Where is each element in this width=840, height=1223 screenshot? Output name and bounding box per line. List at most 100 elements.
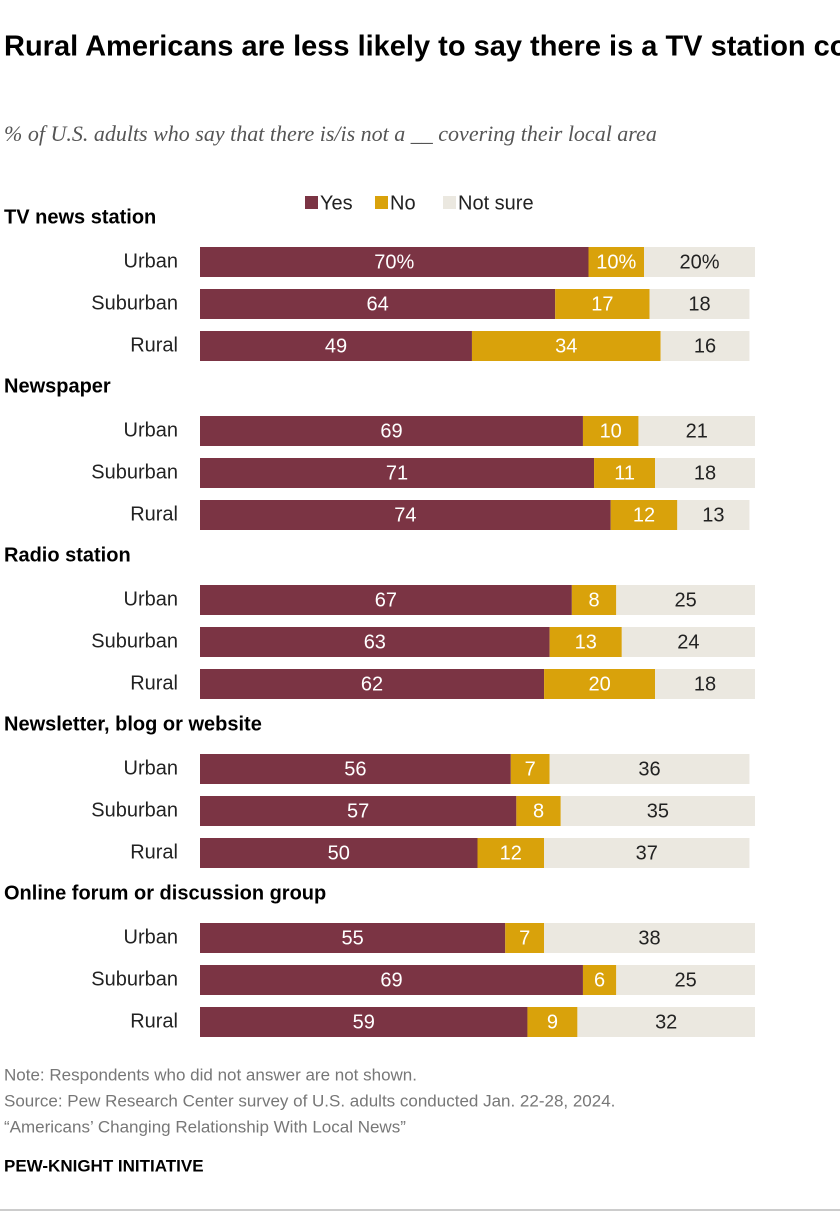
group-label: TV news station — [4, 206, 156, 228]
source-title: “Americans’ Changing Relationship With L… — [4, 1117, 406, 1136]
bar-segment — [505, 923, 545, 953]
value-label: 20 — [588, 673, 610, 695]
bar-segment — [582, 965, 617, 995]
bar-segment — [655, 458, 755, 488]
bar-segment — [677, 500, 750, 530]
value-label: 71 — [386, 462, 408, 484]
value-label: 11 — [614, 462, 635, 484]
value-label: 35 — [647, 800, 669, 822]
bar-segment — [200, 838, 478, 868]
brand: PEW-KNIGHT INITIATIVE — [4, 1156, 204, 1175]
value-label: 32 — [655, 1011, 677, 1033]
value-label: 34 — [555, 335, 577, 357]
bar-segment — [616, 585, 755, 615]
source: Source: Pew Research Center survey of U.… — [4, 1091, 615, 1110]
value-label: 64 — [366, 293, 388, 315]
value-label: 69 — [380, 420, 402, 442]
bar-segment — [555, 289, 650, 319]
chart-title: Rural Americans are less likely to say t… — [4, 31, 840, 63]
bar-segment — [200, 500, 611, 530]
chart-subtitle: % of U.S. adults who say that there is/i… — [4, 121, 657, 146]
category-label: Urban — [124, 588, 178, 610]
category-label: Rural — [130, 503, 178, 525]
value-label: 38 — [638, 927, 660, 949]
legend-swatch — [443, 196, 456, 209]
category-label: Suburban — [91, 968, 178, 990]
category-label: Suburban — [91, 799, 178, 821]
bar-segment — [200, 289, 556, 319]
bar-segment — [200, 1007, 528, 1037]
bar-segment — [200, 331, 472, 361]
value-label: 20% — [679, 251, 719, 273]
value-label: 57 — [347, 800, 369, 822]
value-label: 62 — [361, 673, 383, 695]
value-label: 67 — [375, 589, 397, 611]
group-label: Radio station — [4, 544, 131, 566]
group-label: Newspaper — [4, 375, 111, 397]
bar-segment — [655, 669, 755, 699]
bar-segment — [471, 331, 661, 361]
bar-segment — [594, 458, 656, 488]
bar-segment — [621, 627, 755, 657]
value-label: 13 — [702, 504, 724, 526]
bar-segment — [200, 669, 545, 699]
category-label: Rural — [130, 672, 178, 694]
value-label: 36 — [638, 758, 660, 780]
bar-segment — [200, 965, 583, 995]
bar-segment — [571, 585, 617, 615]
value-label: 7 — [525, 758, 536, 780]
legend-label: No — [390, 192, 416, 214]
value-label: 49 — [325, 335, 347, 357]
bar-segment — [200, 416, 583, 446]
bar-segment — [616, 965, 755, 995]
value-label: 59 — [353, 1011, 375, 1033]
value-label: 8 — [588, 589, 599, 611]
category-label: Suburban — [91, 292, 178, 314]
category-label: Urban — [124, 250, 178, 272]
bar-segment — [544, 923, 755, 953]
bar-segment — [200, 754, 511, 784]
group-label: Newsletter, blog or website — [4, 713, 262, 735]
bar-segment — [582, 416, 639, 446]
value-label: 50 — [328, 842, 350, 864]
value-label: 18 — [688, 293, 710, 315]
value-label: 8 — [533, 800, 544, 822]
bar-segment — [544, 669, 656, 699]
bar-segment — [200, 585, 572, 615]
bar-segment — [549, 754, 750, 784]
bar-segment — [610, 500, 678, 530]
value-label: 18 — [694, 673, 716, 695]
legend-label: Not sure — [458, 192, 534, 214]
value-label: 12 — [633, 504, 655, 526]
value-label: 25 — [675, 589, 697, 611]
bar-segment — [200, 923, 506, 953]
value-label: 74 — [394, 504, 416, 526]
category-label: Suburban — [91, 461, 178, 483]
bar-segment — [560, 796, 755, 826]
value-label: 6 — [594, 969, 605, 991]
bar-segment — [200, 458, 595, 488]
category-label: Rural — [130, 841, 178, 863]
legend-swatch — [305, 196, 318, 209]
value-label: 7 — [519, 927, 530, 949]
bar-segment — [588, 247, 644, 277]
value-label: 18 — [694, 462, 716, 484]
bar-segment — [200, 247, 589, 277]
bar-segment — [516, 796, 561, 826]
bar-segment — [649, 289, 750, 319]
legend-label: Yes — [320, 192, 353, 214]
value-label: 17 — [591, 293, 613, 315]
value-label: 25 — [675, 969, 697, 991]
value-label: 10% — [596, 251, 636, 273]
value-label: 21 — [686, 420, 708, 442]
group-label: Online forum or discussion group — [4, 882, 326, 904]
note: Note: Respondents who did not answer are… — [4, 1065, 417, 1084]
bar-segment — [660, 331, 750, 361]
bar-segment — [200, 627, 550, 657]
value-label: 24 — [677, 631, 699, 653]
category-label: Rural — [130, 1010, 178, 1032]
bar-segment — [644, 247, 755, 277]
category-label: Urban — [124, 757, 178, 779]
category-label: Suburban — [91, 630, 178, 652]
bar-segment — [544, 838, 750, 868]
